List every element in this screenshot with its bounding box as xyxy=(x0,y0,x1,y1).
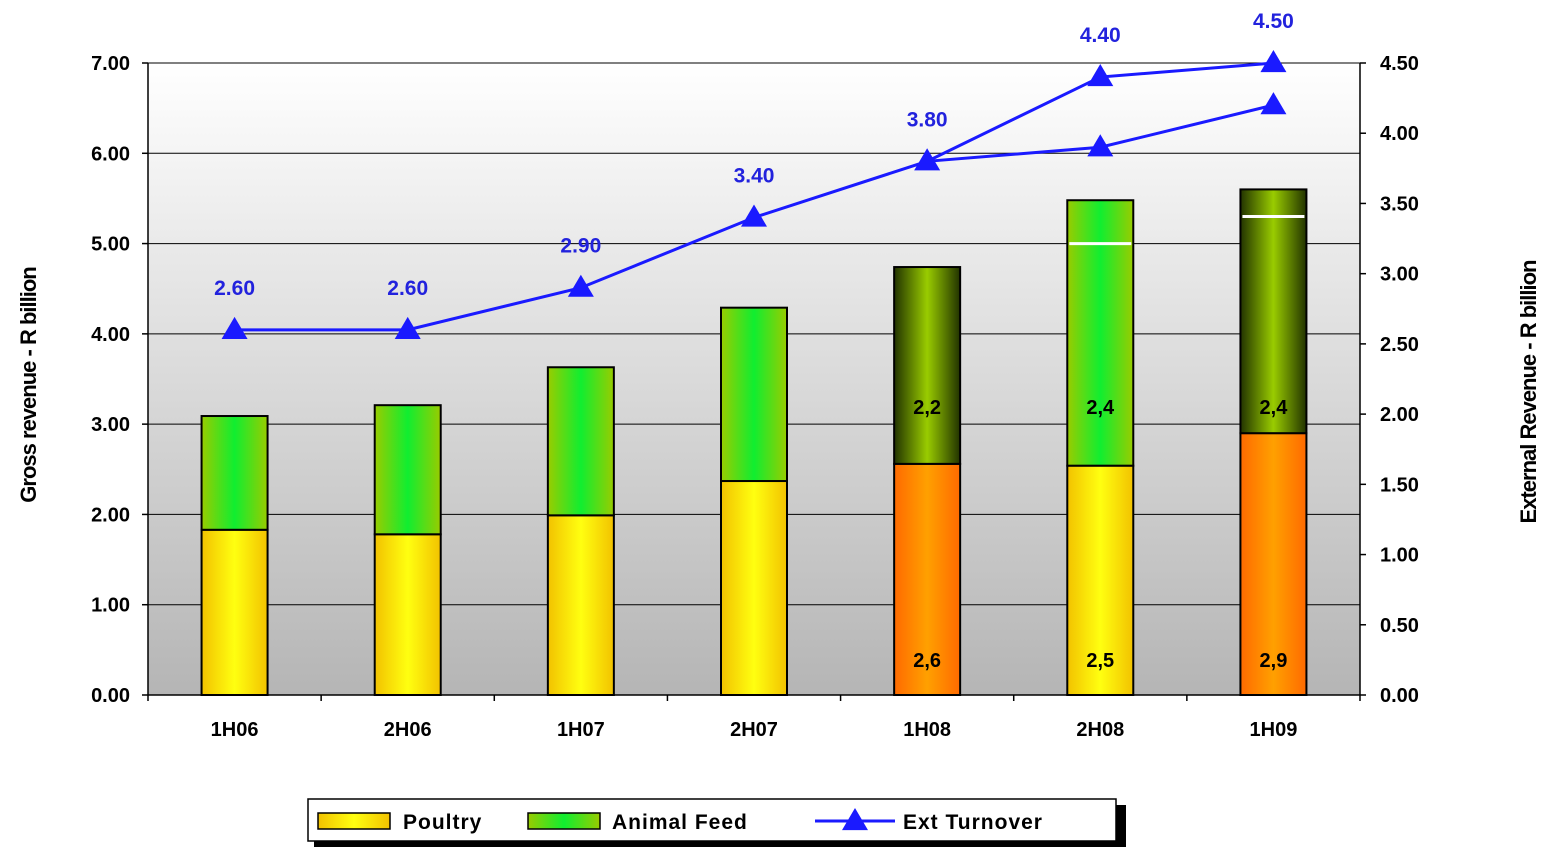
bar-animal-feed xyxy=(200,415,269,531)
y2-tick-label: 2.00 xyxy=(1380,404,1419,426)
y-tick-label: 7.00 xyxy=(91,53,130,75)
y-tick-label: 6.00 xyxy=(91,143,130,165)
bar-animal-feed xyxy=(373,404,442,536)
legend-swatch-poultry xyxy=(317,812,391,830)
y2-tick-label: 4.00 xyxy=(1380,123,1419,145)
x-tick-label: 1H06 xyxy=(211,719,259,741)
bar-poultry xyxy=(720,480,788,696)
y2-tick-label: 3.50 xyxy=(1380,193,1419,215)
x-tick-label: 1H07 xyxy=(557,719,605,741)
bar-poultry xyxy=(546,514,615,696)
y-axis-title: Gross revenue - R billion xyxy=(16,267,41,503)
bar-animal-feed xyxy=(546,366,615,517)
legend: Poultry Animal Feed Ext Turnover xyxy=(307,798,1126,847)
legend-label-animal-feed: Animal Feed xyxy=(612,811,748,834)
ext-turnover-marker xyxy=(567,274,594,297)
ext-turnover-data-label: 2.60 xyxy=(387,277,428,300)
y-tick-label: 4.00 xyxy=(91,324,130,346)
x-tick-label: 2H07 xyxy=(730,719,778,741)
y-tick-label: 2.00 xyxy=(91,504,130,526)
ext-turnover-marker xyxy=(914,148,941,171)
ext-turnover-marker xyxy=(221,316,248,339)
y-tick-label: 1.00 xyxy=(91,595,130,617)
x-tick-label: 1H08 xyxy=(903,719,951,741)
y2-tick-label: 0.00 xyxy=(1380,685,1419,707)
ext-turnover-data-label: 4.40 xyxy=(1080,24,1121,47)
bar-poultry xyxy=(893,462,962,696)
bar-animal-feed xyxy=(1239,188,1308,435)
y2-tick-label: 1.00 xyxy=(1380,545,1419,567)
ext-turnover-marker xyxy=(1087,64,1114,87)
ext-turnover-secondary-marker xyxy=(1260,92,1287,115)
ext-turnover-marker xyxy=(741,204,767,227)
x-tick-label: 2H06 xyxy=(384,719,432,741)
bar-poultry xyxy=(200,528,269,697)
y2-axis-title: External Revenue - R billion xyxy=(1516,260,1541,524)
bar-animal-feed xyxy=(893,266,962,465)
animal-feed-data-label: 2,4 xyxy=(1260,397,1289,419)
y2-tick-label: 3.00 xyxy=(1380,264,1419,286)
ext-turnover-data-label: 4.50 xyxy=(1253,10,1294,33)
poultry-data-label: 2,6 xyxy=(913,650,941,672)
ext-turnover-marker xyxy=(394,316,421,339)
bar-animal-feed xyxy=(720,306,788,483)
line-series xyxy=(221,50,1287,339)
ext-turnover-secondary-marker xyxy=(1087,134,1114,157)
animal-feed-data-label: 2,2 xyxy=(913,397,941,419)
y2-tick-label: 0.50 xyxy=(1380,615,1419,637)
x-tick-label: 1H09 xyxy=(1250,719,1298,741)
ext-turnover-data-label: 3.40 xyxy=(734,164,775,187)
legend-label-poultry: Poultry xyxy=(403,811,482,834)
animal-feed-data-label: 2,4 xyxy=(1086,397,1115,419)
y-tick-label: 5.00 xyxy=(91,234,130,256)
y-tick-label: 0.00 xyxy=(91,685,130,707)
ext-turnover-marker xyxy=(1260,50,1287,73)
poultry-data-label: 2,9 xyxy=(1260,650,1288,672)
legend-box xyxy=(307,798,1117,842)
legend-swatch-animal-feed xyxy=(527,812,601,830)
legend-marker-ext-turnover xyxy=(842,808,868,831)
bars xyxy=(200,188,1308,697)
ext-turnover-data-label: 2.90 xyxy=(560,235,601,258)
poultry-data-label: 2,5 xyxy=(1086,650,1114,672)
bar-animal-feed xyxy=(1066,199,1135,467)
bar-poultry xyxy=(1239,432,1308,696)
y2-tick-label: 4.50 xyxy=(1380,53,1419,75)
x-tick-label: 2H08 xyxy=(1076,719,1124,741)
y2-tick-label: 2.50 xyxy=(1380,334,1419,356)
ext-turnover-data-label: 3.80 xyxy=(907,108,948,131)
bar-poultry xyxy=(373,533,442,697)
ext-turnover-data-label: 2.60 xyxy=(214,277,255,300)
y2-tick-label: 1.50 xyxy=(1380,474,1419,496)
axes: 0.00 1.00 2.00 3.00 4.00 5.00 6.00 7.00 0.00 0.50… xyxy=(16,53,1541,741)
legend-label-ext-turnover: Ext Turnover xyxy=(903,811,1043,834)
y-tick-label: 3.00 xyxy=(91,414,130,436)
bar-poultry xyxy=(1066,464,1135,696)
data-labels: 2.60 2.60 2.90 3.40 3.80 4.40 4.50 2,6 2,5 2,9 2,2… xyxy=(214,10,1294,672)
